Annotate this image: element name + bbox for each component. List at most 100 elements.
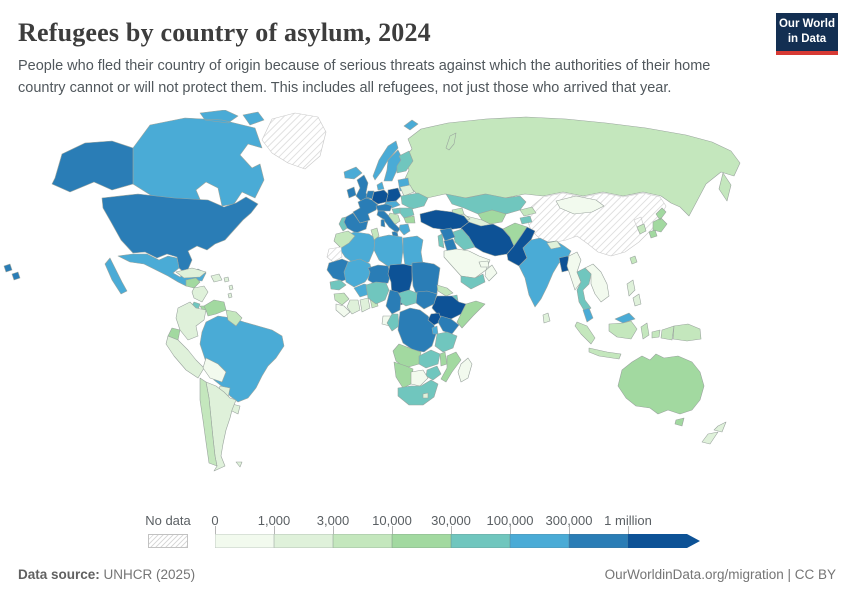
country-mozambique[interactable]: [440, 351, 462, 383]
country-colombia[interactable]: [175, 301, 207, 341]
country-oman[interactable]: [484, 264, 498, 282]
country-western-sahara[interactable]: [326, 246, 343, 263]
no-data-swatch[interactable]: [148, 534, 188, 548]
country-netherlands-belgium[interactable]: [365, 190, 375, 200]
country-south-africa[interactable]: [397, 379, 439, 406]
country-romania[interactable]: [399, 207, 415, 219]
country-iceland[interactable]: [343, 166, 363, 180]
legend-bin-swatch[interactable]: [569, 534, 628, 548]
legend-bin-swatch[interactable]: [510, 534, 569, 548]
country-lebanon-israel[interactable]: [437, 233, 445, 249]
country-india[interactable]: [518, 237, 572, 308]
country-united-states[interactable]: [101, 193, 259, 275]
country-lesotho[interactable]: [422, 392, 429, 399]
legend-bin-swatch[interactable]: [274, 534, 333, 548]
country-falkland-islands[interactable]: [235, 461, 243, 468]
country-indonesia[interactable]: [574, 320, 675, 360]
country-greenland[interactable]: [261, 112, 327, 170]
country-ukraine[interactable]: [400, 192, 429, 210]
country-senegal[interactable]: [329, 279, 347, 291]
country-belarus[interactable]: [399, 184, 415, 197]
country-philippines[interactable]: [626, 279, 642, 307]
legend-bin-swatch-arrow[interactable]: [628, 534, 700, 548]
country-honduras-nicaragua[interactable]: [191, 285, 209, 303]
country-svalbard[interactable]: [403, 119, 419, 131]
country-taiwan[interactable]: [629, 255, 638, 265]
country-caribbean-islands[interactable]: [223, 276, 234, 299]
country-peru[interactable]: [165, 335, 205, 379]
country-mali[interactable]: [343, 258, 373, 288]
country-angola[interactable]: [392, 343, 422, 369]
country-botswana[interactable]: [410, 369, 429, 387]
country-new-zealand[interactable]: [701, 421, 727, 445]
country-hispaniola[interactable]: [210, 273, 223, 283]
country-madagascar[interactable]: [457, 357, 473, 383]
country-mongolia[interactable]: [555, 195, 605, 215]
country-south-korea[interactable]: [636, 223, 647, 235]
country-portugal[interactable]: [338, 216, 348, 232]
country-united-kingdom[interactable]: [355, 174, 371, 203]
country-poland[interactable]: [385, 187, 402, 203]
country-cuba[interactable]: [175, 267, 207, 279]
country-egypt[interactable]: [402, 235, 424, 267]
legend-bin-swatch[interactable]: [215, 534, 274, 548]
country-italy[interactable]: [376, 210, 401, 238]
legend-bin-swatch[interactable]: [333, 534, 392, 548]
country-switzerland-austria[interactable]: [375, 203, 393, 212]
country-japan[interactable]: [648, 207, 668, 239]
country-nepal[interactable]: [546, 240, 562, 250]
country-ghana[interactable]: [359, 297, 371, 313]
country-guinea[interactable]: [333, 292, 350, 306]
country-yemen[interactable]: [460, 273, 486, 290]
country-tunisia[interactable]: [370, 227, 380, 241]
country-iraq[interactable]: [452, 228, 476, 251]
country-bolivia[interactable]: [202, 357, 227, 383]
country-sweden[interactable]: [383, 149, 403, 182]
country-kyrgyzstan[interactable]: [519, 206, 537, 217]
country-chile[interactable]: [199, 377, 218, 467]
country-denmark[interactable]: [376, 181, 385, 191]
page-title: Refugees by country of asylum, 2024: [18, 18, 431, 47]
country-uae-qatar[interactable]: [478, 260, 490, 268]
legend-bin-swatch[interactable]: [451, 534, 510, 548]
country-guyana-suriname[interactable]: [225, 309, 243, 327]
country-syria[interactable]: [439, 227, 456, 242]
country-ireland[interactable]: [346, 186, 357, 199]
country-venezuela[interactable]: [203, 299, 227, 317]
country-dr-congo[interactable]: [397, 307, 437, 353]
country-ivory-coast[interactable]: [346, 299, 361, 315]
country-finland[interactable]: [396, 150, 414, 174]
owid-logo[interactable]: Our World in Data: [776, 13, 838, 55]
country-papua-new-guinea[interactable]: [672, 323, 702, 342]
country-morocco[interactable]: [333, 230, 356, 249]
country-bulgaria[interactable]: [403, 215, 416, 224]
country-kenya[interactable]: [437, 315, 460, 335]
country-zambia[interactable]: [418, 349, 441, 369]
country-eritrea[interactable]: [436, 284, 454, 297]
country-sri-lanka[interactable]: [542, 312, 551, 324]
country-france[interactable]: [352, 197, 379, 224]
country-thailand[interactable]: [576, 267, 592, 313]
country-russia[interactable]: [402, 116, 741, 217]
country-congo[interactable]: [386, 313, 400, 332]
country-sierra-leone-liberia[interactable]: [335, 303, 351, 318]
country-guatemala[interactable]: [185, 277, 201, 289]
country-niger[interactable]: [367, 264, 392, 286]
attribution-link[interactable]: OurWorldinData.org/migration | CC BY: [604, 567, 836, 582]
legend-bin-swatch[interactable]: [392, 534, 451, 548]
country-australia[interactable]: [617, 353, 705, 427]
country-malaysia[interactable]: [582, 307, 636, 324]
country-nigeria[interactable]: [365, 281, 390, 305]
country-norway[interactable]: [372, 140, 399, 181]
country-malawi[interactable]: [439, 351, 448, 367]
country-greece[interactable]: [398, 223, 411, 236]
country-cameroon[interactable]: [385, 289, 402, 315]
country-tajikistan[interactable]: [519, 215, 533, 225]
country-canada[interactable]: [132, 110, 265, 208]
country-alaska[interactable]: [3, 140, 134, 281]
country-north-korea[interactable]: [633, 216, 644, 228]
country-tanzania[interactable]: [434, 331, 458, 353]
country-somalia[interactable]: [456, 300, 486, 329]
country-libya[interactable]: [373, 234, 404, 268]
country-laos-cambodia-vietnam[interactable]: [584, 263, 610, 303]
